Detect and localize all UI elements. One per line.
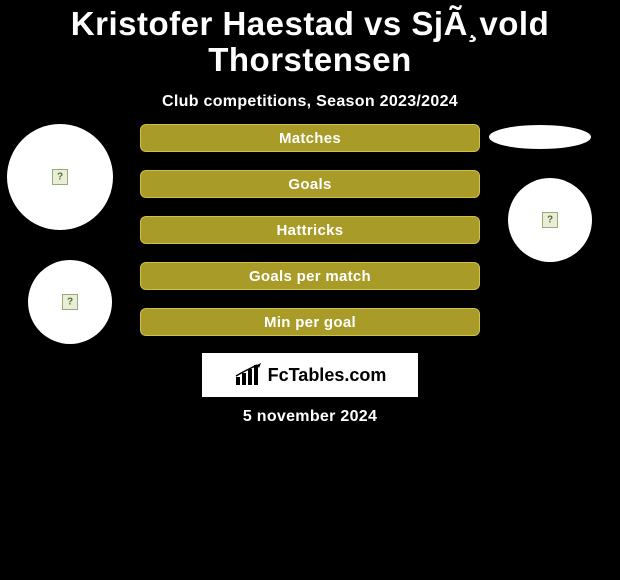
image-placeholder-icon [62, 294, 78, 310]
stat-bar-min-per-goal: Min per goal [140, 308, 480, 336]
date-text: 5 november 2024 [0, 408, 620, 426]
stat-bar-goals-per-match: Goals per match [140, 262, 480, 290]
image-placeholder-icon [542, 212, 558, 228]
avatar-right-player [489, 125, 591, 149]
stat-bar-hattricks: Hattricks [140, 216, 480, 244]
avatar-right-club [508, 178, 592, 262]
stat-bar-goals: Goals [140, 170, 480, 198]
brand-text: FcTables.com [268, 365, 387, 386]
avatar-left-player [7, 124, 113, 230]
stat-bar-matches: Matches [140, 124, 480, 152]
bar-chart-icon [234, 363, 262, 387]
image-placeholder-icon [52, 169, 68, 185]
subtitle: Club competitions, Season 2023/2024 [0, 93, 620, 111]
page-title: Kristofer Haestad vs SjÃ¸vold Thorstense… [0, 0, 620, 79]
brand-box: FcTables.com [202, 353, 418, 397]
stat-bars: Matches Goals Hattricks Goals per match … [140, 124, 480, 354]
avatar-left-club [28, 260, 112, 344]
